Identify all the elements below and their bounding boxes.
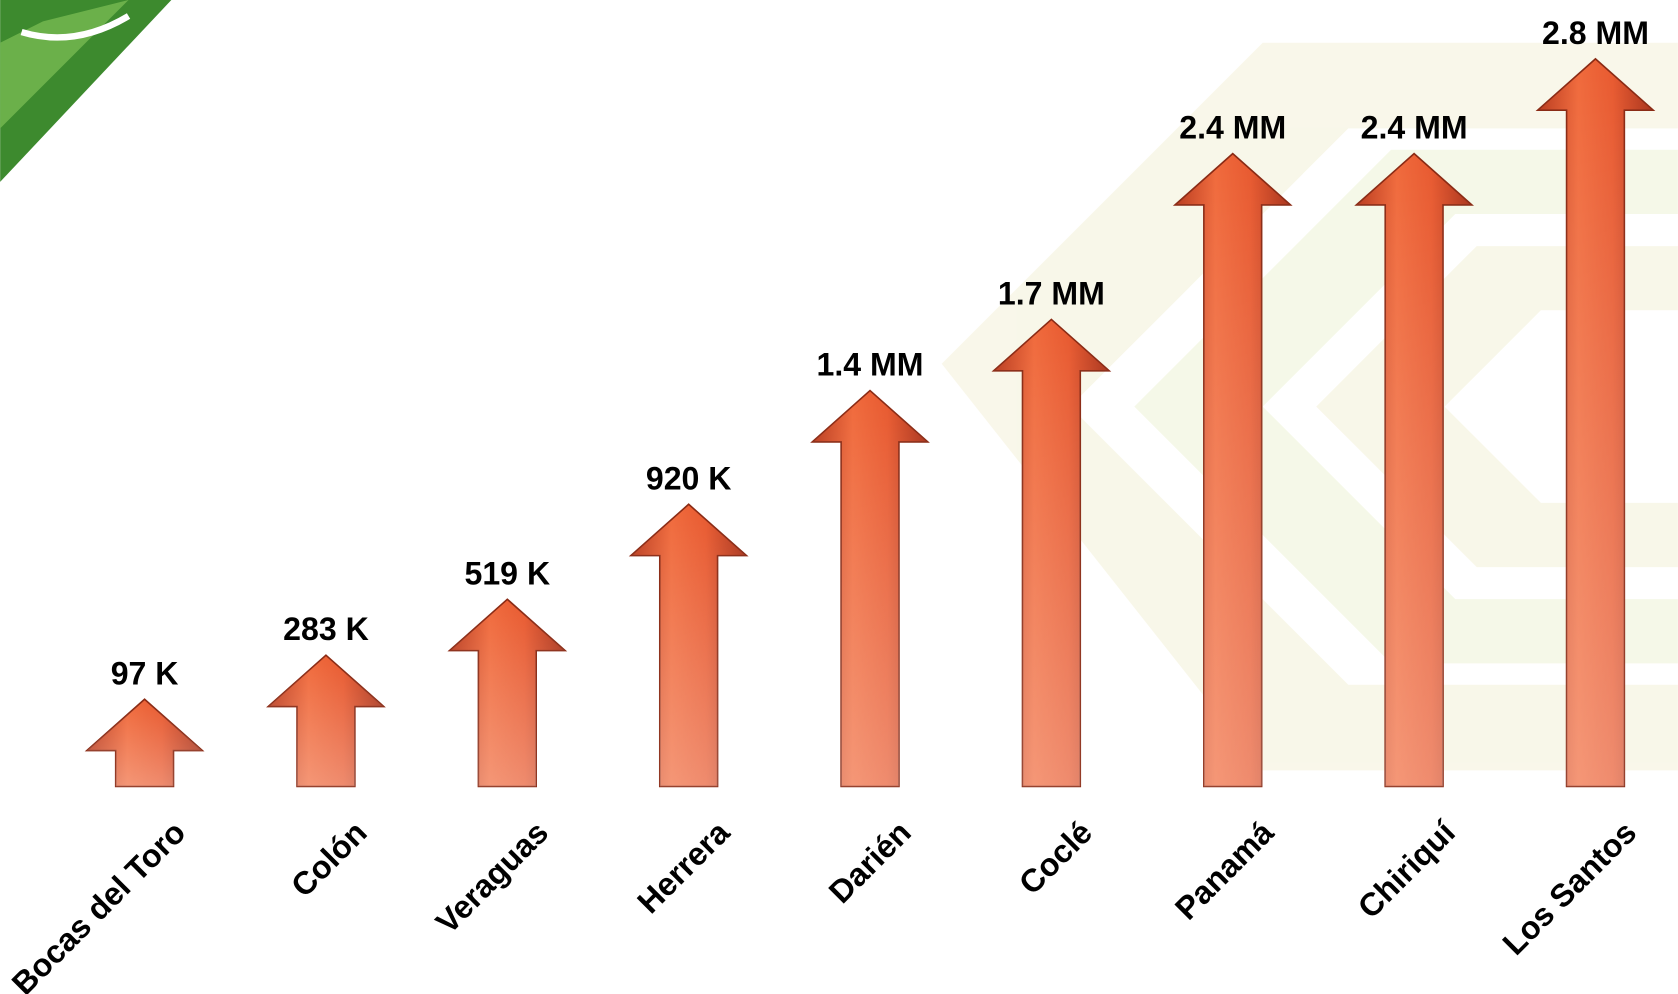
x-tick-label: Veraguas <box>429 814 555 940</box>
value-label: 2.8 MM <box>1542 15 1649 51</box>
arrow-shade <box>1537 58 1654 787</box>
arrow-shade <box>1174 153 1291 787</box>
x-tick-label: Coclé <box>1012 814 1099 901</box>
value-label: 519 K <box>465 555 551 591</box>
x-tick-label: Bocas del Toro <box>5 814 193 994</box>
arrow-shade <box>993 319 1110 787</box>
x-tick-label: Panamá <box>1168 814 1281 927</box>
x-tick-label: Darién <box>822 814 918 910</box>
value-label: 1.7 MM <box>998 275 1105 311</box>
arrow-shade <box>630 504 747 787</box>
x-tick-label: Colón <box>284 814 374 904</box>
x-tick-label: Herrera <box>630 813 737 920</box>
value-label: 2.4 MM <box>1179 110 1286 146</box>
arrow-shade <box>812 390 928 787</box>
value-label: 920 K <box>646 460 732 496</box>
logo-corner <box>0 0 172 182</box>
arrow-shade <box>86 699 203 787</box>
value-label: 97 K <box>111 655 179 691</box>
arrow-shade <box>268 655 384 787</box>
x-tick-label: Chiriquí <box>1351 813 1463 925</box>
plot-area: 97 K Bocas del Toro 283 K Colón 519 K Veragua… <box>5 15 1656 994</box>
value-label: 283 K <box>283 611 369 647</box>
x-tick-label: Los Santos <box>1496 814 1644 962</box>
arrow-shade <box>1356 153 1472 787</box>
arrow-shade <box>449 599 566 787</box>
value-label: 2.4 MM <box>1361 110 1468 146</box>
value-label: 1.4 MM <box>817 347 924 383</box>
